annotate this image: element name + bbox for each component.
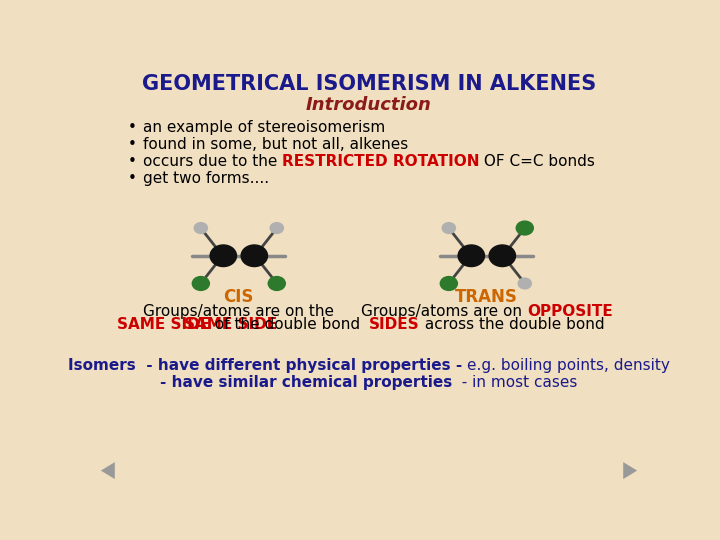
Text: •: • — [127, 120, 136, 136]
Text: Introduction: Introduction — [306, 96, 432, 114]
Ellipse shape — [441, 276, 457, 291]
Text: - have similar chemical properties: - have similar chemical properties — [160, 375, 452, 389]
Text: •: • — [127, 171, 136, 186]
Text: get two forms....: get two forms.... — [143, 171, 269, 186]
Text: Groups/atoms are on: Groups/atoms are on — [361, 303, 527, 319]
Text: SAME SIDE: SAME SIDE — [184, 317, 278, 332]
Ellipse shape — [270, 222, 284, 233]
Text: OF C=C bonds: OF C=C bonds — [480, 154, 595, 170]
Text: •: • — [127, 137, 136, 152]
Polygon shape — [624, 462, 637, 479]
Ellipse shape — [241, 245, 267, 267]
Text: SAME SIDE: SAME SIDE — [117, 317, 210, 332]
Ellipse shape — [192, 276, 210, 291]
Text: TRANS: TRANS — [455, 288, 518, 306]
Text: Isomers  - have different physical properties -: Isomers - have different physical proper… — [68, 357, 467, 373]
Text: RESTRICTED ROTATION: RESTRICTED ROTATION — [282, 154, 480, 170]
Text: - in most cases: - in most cases — [452, 375, 578, 389]
Text: •: • — [127, 154, 136, 170]
Ellipse shape — [210, 245, 236, 267]
Ellipse shape — [269, 276, 285, 291]
Ellipse shape — [516, 221, 534, 235]
Ellipse shape — [518, 278, 531, 289]
Ellipse shape — [489, 245, 516, 267]
Text: OPPOSITE: OPPOSITE — [527, 303, 613, 319]
Ellipse shape — [442, 222, 456, 233]
Ellipse shape — [458, 245, 485, 267]
Text: of the double bond: of the double bond — [210, 317, 361, 332]
Text: e.g. boiling points, density: e.g. boiling points, density — [467, 357, 670, 373]
Ellipse shape — [194, 222, 207, 233]
Text: across the double bond: across the double bond — [420, 317, 604, 332]
Polygon shape — [101, 462, 114, 479]
Text: found in some, but not all, alkenes: found in some, but not all, alkenes — [143, 137, 408, 152]
Text: occurs due to the: occurs due to the — [143, 154, 282, 170]
Text: GEOMETRICAL ISOMERISM IN ALKENES: GEOMETRICAL ISOMERISM IN ALKENES — [142, 74, 596, 94]
Text: SIDES: SIDES — [369, 317, 420, 332]
Text: Groups/atoms are on the: Groups/atoms are on the — [143, 303, 334, 319]
Text: CIS: CIS — [224, 288, 254, 306]
Text: an example of stereoisomerism: an example of stereoisomerism — [143, 120, 385, 136]
